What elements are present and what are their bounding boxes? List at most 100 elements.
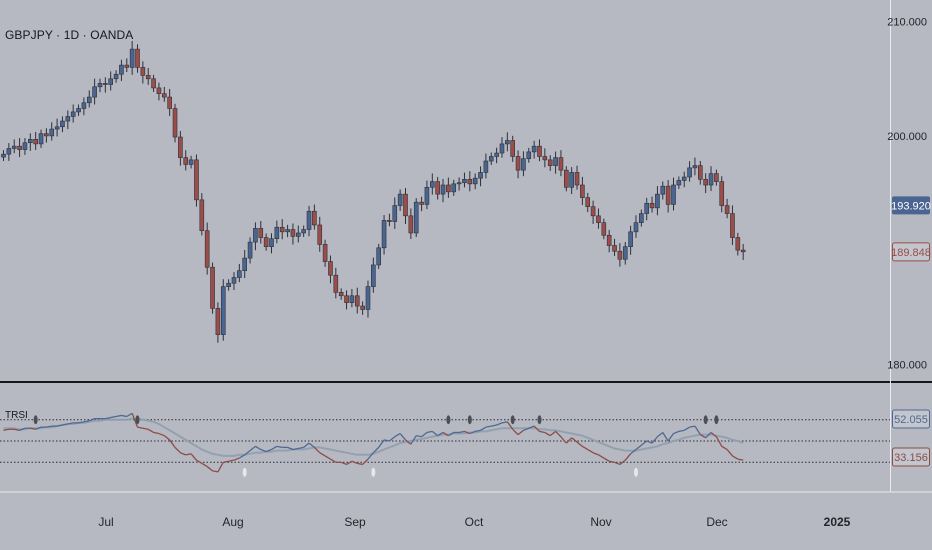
candle-body — [1, 153, 6, 158]
rsi-segment — [169, 439, 176, 448]
candle-body — [17, 145, 22, 150]
candle-body — [671, 184, 676, 205]
bullish-cross-marker — [633, 467, 638, 477]
rsi-segment — [405, 439, 412, 445]
candle-body — [703, 178, 708, 186]
rsi-segment — [362, 458, 369, 465]
candle-body — [429, 181, 435, 188]
rsi-segment — [83, 420, 90, 423]
rsi-segment — [399, 433, 406, 441]
candle-body — [676, 180, 682, 186]
candle-body — [70, 111, 76, 117]
candle-body — [113, 73, 119, 80]
rsi-segment — [603, 457, 610, 462]
rsi-segment — [351, 460, 358, 464]
rsi-segment — [694, 425, 701, 435]
candle-body — [617, 250, 623, 260]
rsi-segment — [158, 432, 165, 437]
rsi-segment — [394, 432, 401, 438]
candle-body — [129, 48, 135, 68]
candle-body — [596, 215, 601, 223]
candle-body — [563, 169, 569, 188]
time-tick-label: 2025 — [824, 515, 851, 529]
candle-body — [274, 226, 280, 239]
candle-body — [242, 257, 247, 271]
rsi-segment — [35, 426, 42, 430]
rsi-segment — [260, 448, 267, 453]
bearish-cross-marker — [703, 415, 708, 425]
rsi-segment — [651, 436, 658, 444]
candle-body — [735, 237, 741, 251]
candle-body — [435, 181, 440, 195]
rsi-segment — [372, 446, 380, 454]
rsi-segment — [30, 427, 36, 430]
indicator-readout-badge — [892, 409, 930, 429]
candle-body — [440, 184, 446, 195]
candle-body — [22, 142, 28, 150]
candle-body — [258, 228, 264, 238]
candle-body — [119, 64, 124, 75]
rsi-segment — [147, 428, 154, 434]
symbol-title: GBPJPY · 1D · OANDA — [5, 28, 134, 42]
candle-body — [86, 96, 92, 104]
rsi-segment — [324, 455, 331, 460]
candle-body — [590, 206, 596, 217]
candle-body — [333, 274, 339, 293]
bearish-cross-marker — [510, 415, 515, 425]
candle-body — [569, 172, 574, 188]
rsi-segment — [276, 445, 283, 449]
candle-body — [194, 159, 199, 201]
rsi-segment — [699, 434, 706, 439]
time-tick-label: Nov — [590, 515, 611, 529]
rsi-segment — [689, 425, 696, 428]
rsi-segment — [126, 412, 133, 418]
rsi-segment — [185, 453, 192, 456]
candle-body — [295, 232, 301, 237]
rsi-segment — [598, 454, 605, 459]
candle-body — [183, 157, 189, 165]
candle-body — [446, 184, 451, 193]
candle-body — [697, 165, 703, 180]
candle-body — [649, 202, 655, 209]
candle-body — [483, 160, 489, 173]
rsi-segment — [249, 445, 256, 452]
candle-body — [279, 226, 285, 233]
rsi-segment — [640, 440, 648, 446]
candle-body — [231, 277, 237, 284]
rsi-segment — [710, 431, 717, 438]
candle-body — [237, 270, 242, 278]
candle-body — [178, 136, 183, 158]
candle-body — [44, 133, 49, 137]
candle-body — [247, 241, 253, 259]
candle-body — [6, 148, 12, 155]
rsi-segment — [190, 453, 197, 461]
rsi-segment — [292, 447, 299, 451]
rsi-segment — [721, 445, 728, 451]
candle-body — [167, 96, 172, 109]
rsi-segment — [19, 427, 26, 431]
rsi-segment — [475, 429, 481, 433]
candle-body — [290, 229, 296, 237]
rsi-segment — [667, 433, 675, 442]
bearish-cross-marker — [135, 415, 140, 425]
rsi-segment — [571, 437, 578, 443]
candle-body — [724, 205, 730, 214]
candle-body — [392, 205, 398, 222]
candle-body — [306, 210, 312, 230]
candle-body — [387, 220, 392, 222]
indicator-name: TRSI — [5, 410, 28, 421]
rsi-segment — [464, 430, 471, 435]
candle-body — [204, 230, 210, 268]
candle-body — [719, 181, 725, 206]
candle-body — [354, 295, 360, 307]
rsi-segment — [14, 428, 20, 431]
rsi-segment — [506, 421, 514, 430]
rsi-segment — [662, 432, 669, 442]
time-tick-label: Oct — [465, 515, 484, 529]
candle-body — [526, 151, 532, 160]
candle-body — [665, 185, 671, 205]
rsi-segment — [635, 444, 642, 451]
candle-body — [263, 237, 269, 247]
